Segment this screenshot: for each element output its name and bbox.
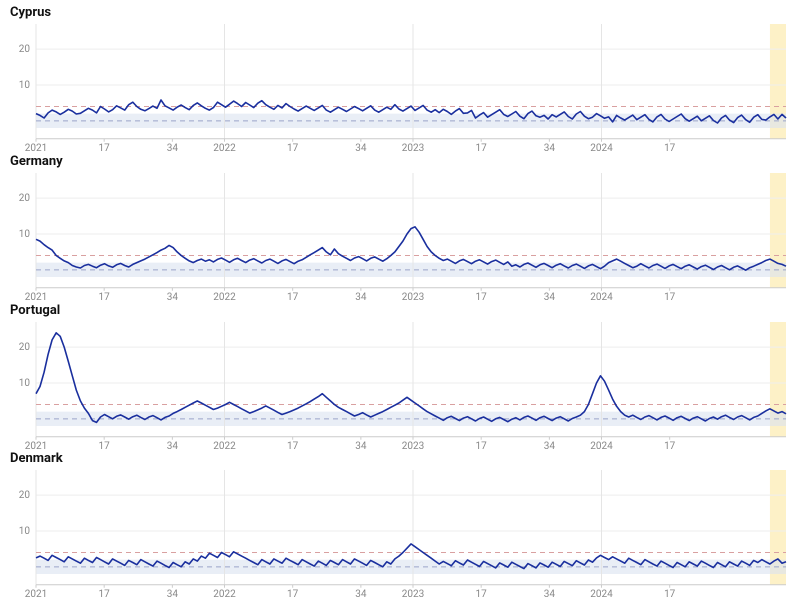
panel-title: Denmark: [10, 450, 792, 468]
x-tick-label: 34: [544, 589, 556, 600]
y-tick-label: 10: [19, 80, 31, 91]
panel-title: Cyprus: [10, 4, 792, 22]
y-tick-label: 10: [19, 229, 31, 240]
x-tick-label: 17: [99, 589, 111, 600]
chart-panel: Portugal10202021173420221734202317342024…: [8, 302, 792, 451]
chart-panel: Denmark102020211734202217342023173420241…: [8, 450, 792, 599]
chart-svg: 1020202117342022173420231734202417: [8, 24, 792, 155]
x-tick-label: 2021: [25, 589, 47, 600]
chart-svg: 1020202117342022173420231734202417: [8, 173, 792, 304]
x-tick-label: 34: [167, 589, 179, 600]
chart-panel: Germany102020211734202217342023173420241…: [8, 153, 792, 302]
x-tick-label: 2022: [213, 589, 236, 600]
y-tick-label: 10: [19, 526, 31, 537]
y-tick-label: 20: [19, 490, 31, 501]
y-tick-label: 10: [19, 377, 31, 388]
chart-svg: 1020202117342022173420231734202417: [8, 322, 792, 453]
series-line: [36, 332, 786, 422]
chart-svg: 10 20 2021 17 34 2022 17 34 2023 17 34 2024 17: [8, 470, 792, 601]
x-tick-label: 17: [476, 589, 488, 600]
y-tick-label: 20: [19, 342, 31, 353]
panel-title: Germany: [10, 153, 792, 171]
x-tick-label: 34: [355, 589, 367, 600]
x-tick-label: 2024: [590, 589, 613, 600]
x-tick-label: 2023: [402, 589, 424, 600]
y-tick-label: 20: [19, 44, 31, 55]
x-tick-label: 17: [664, 589, 676, 600]
x-tick-label: 17: [287, 589, 299, 600]
panel-title: Portugal: [10, 302, 792, 320]
y-tick-label: 20: [19, 193, 31, 204]
chart-panel: Cyprus1020202117342022173420231734202417: [8, 4, 792, 153]
